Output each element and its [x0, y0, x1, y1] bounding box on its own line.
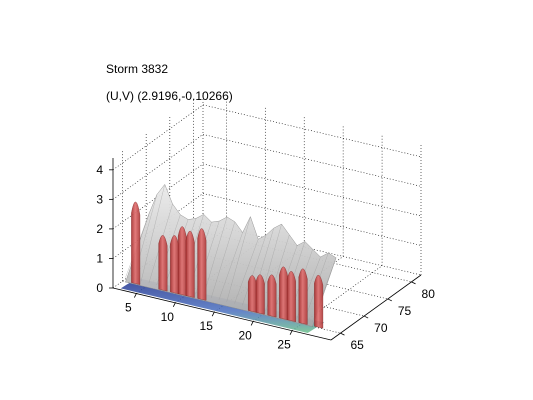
- grid-line: [202, 104, 422, 158]
- red-peak: [177, 226, 187, 297]
- surface-ridge: [203, 216, 228, 297]
- surface-ridge: [210, 221, 236, 299]
- y-tick: [340, 332, 345, 336]
- surface-ridge: [140, 184, 166, 282]
- grid-line: [146, 263, 365, 317]
- y-tick: [411, 281, 416, 285]
- x-axis-line: [112, 287, 332, 341]
- grid-line: [193, 229, 412, 283]
- y-tick-label: 70: [374, 321, 388, 335]
- red-peak: [158, 235, 168, 292]
- chart-title-line-1: Storm 3832: [106, 62, 169, 76]
- x-tick: [211, 311, 215, 317]
- y-tick: [387, 298, 393, 302]
- y-tick-label: 65: [350, 338, 364, 352]
- surface-ridge: [234, 239, 259, 304]
- surface-ridge: [226, 216, 251, 302]
- red-peak: [286, 271, 296, 323]
- grid-line: [202, 193, 422, 246]
- grid-line: [112, 193, 204, 259]
- red-peak: [197, 228, 207, 301]
- chart-title-line-2: (U,V) (2.9196,-0.10266): [106, 89, 233, 103]
- y-axis-line: [330, 274, 422, 341]
- grid-line: [169, 246, 388, 300]
- x-tick-label: 25: [277, 338, 291, 352]
- grid-line: [202, 222, 422, 276]
- x-tick-label: 10: [161, 310, 175, 324]
- grid-line: [202, 163, 422, 217]
- x-tick: [133, 293, 137, 298]
- z-tick-label: 2: [96, 222, 103, 236]
- red-peak: [131, 201, 141, 285]
- x-tick: [250, 321, 254, 326]
- z-tick-label: 0: [96, 281, 103, 295]
- x-tick-label: 15: [200, 319, 214, 333]
- z-tick-label: 3: [96, 192, 103, 206]
- y-tick-label: 75: [398, 304, 412, 318]
- axes-layer: [109, 158, 422, 341]
- grid-line: [112, 104, 204, 171]
- z-tick-label: 1: [96, 251, 103, 265]
- red-peak: [255, 274, 265, 315]
- red-peak: [267, 274, 277, 318]
- x-tick: [289, 330, 293, 335]
- y-tick-label: 80: [422, 287, 436, 301]
- grid-line: [202, 134, 422, 187]
- grid-line: [112, 134, 204, 200]
- x-tick-label: 5: [125, 301, 132, 315]
- grid-lines: [112, 93, 422, 334]
- red-peak: [185, 230, 195, 298]
- red-peak: [314, 274, 324, 329]
- red-peak: [170, 235, 180, 295]
- surface-layer: [120, 183, 337, 333]
- x-tick: [172, 302, 176, 308]
- surface-ridge: [218, 232, 243, 300]
- tick-labels: 5 10 15 20 25 65 70 75 80 0 1 2 3 4: [96, 163, 435, 352]
- red-peak: [279, 266, 289, 321]
- grid-line: [112, 163, 204, 230]
- z-tick-label: 4: [96, 163, 103, 177]
- red-peak: [247, 275, 257, 313]
- red-peak: [298, 268, 308, 325]
- surface-ridge: [242, 235, 267, 306]
- x-tick-label: 20: [238, 328, 252, 342]
- y-tick: [363, 315, 369, 319]
